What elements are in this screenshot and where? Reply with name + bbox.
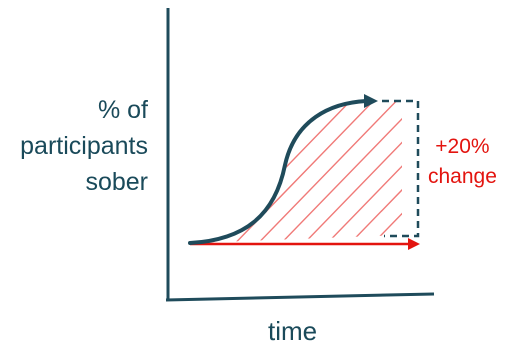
hatch-line bbox=[264, 101, 402, 243]
sober-curve bbox=[188, 99, 368, 245]
x-axis-label: time bbox=[268, 316, 318, 346]
change-label-line-2: change bbox=[428, 165, 497, 188]
hatch-line bbox=[218, 101, 385, 243]
hatch-line bbox=[287, 101, 402, 243]
y-axis-label-line-2: participants bbox=[20, 132, 148, 160]
change-label-line-1: +20% bbox=[435, 135, 490, 158]
y-axis-label-line-3: sober bbox=[85, 168, 148, 196]
x-axis bbox=[165, 292, 435, 302]
change-label: +20% change bbox=[428, 132, 497, 192]
change-bracket-dashed bbox=[382, 99, 420, 238]
hatch-line bbox=[241, 101, 402, 243]
y-axis-label-line-1: % of bbox=[97, 96, 148, 124]
baseline-arrowhead-icon bbox=[408, 238, 420, 250]
hatch-line bbox=[310, 101, 402, 243]
hatch-line bbox=[333, 101, 402, 243]
curve-arrowhead-icon bbox=[364, 94, 378, 108]
hatch-line bbox=[356, 101, 402, 243]
y-axis-label: % of participants sober bbox=[0, 92, 148, 200]
